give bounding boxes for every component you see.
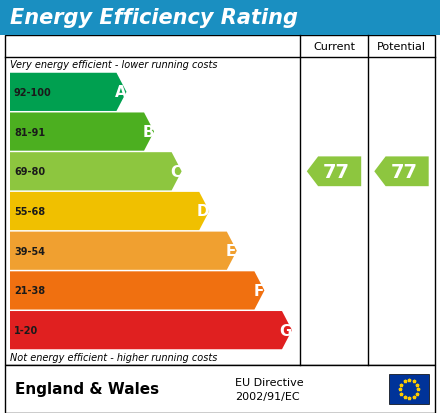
- Text: D: D: [197, 204, 209, 219]
- Polygon shape: [10, 153, 182, 191]
- Text: Very energy efficient - lower running costs: Very energy efficient - lower running co…: [10, 60, 217, 70]
- Text: 69-80: 69-80: [14, 167, 45, 177]
- Bar: [5, 365, 435, 413]
- Polygon shape: [374, 157, 429, 187]
- Text: 92-100: 92-100: [14, 88, 52, 97]
- Polygon shape: [10, 192, 209, 230]
- Bar: [389, 374, 429, 404]
- Text: 55-68: 55-68: [14, 206, 45, 216]
- Bar: [5, 36, 435, 365]
- Polygon shape: [10, 74, 126, 112]
- Text: 39-54: 39-54: [14, 246, 45, 256]
- Text: 77: 77: [390, 162, 417, 181]
- Text: 81-91: 81-91: [14, 127, 45, 137]
- Text: Not energy efficient - higher running costs: Not energy efficient - higher running co…: [10, 353, 217, 363]
- Polygon shape: [10, 232, 237, 270]
- Text: 21-38: 21-38: [14, 286, 45, 296]
- Polygon shape: [10, 311, 292, 349]
- Text: E: E: [226, 244, 236, 259]
- Polygon shape: [10, 113, 154, 151]
- Bar: [0, 0, 440, 36]
- Text: Energy Efficiency Rating: Energy Efficiency Rating: [10, 8, 298, 28]
- Text: Current: Current: [313, 42, 355, 52]
- Text: F: F: [253, 283, 264, 298]
- Text: Potential: Potential: [377, 42, 426, 52]
- Polygon shape: [10, 272, 264, 310]
- Text: 77: 77: [323, 162, 350, 181]
- Text: C: C: [170, 164, 181, 179]
- Text: 2002/91/EC: 2002/91/EC: [235, 391, 300, 401]
- Text: England & Wales: England & Wales: [15, 382, 159, 396]
- Text: 1-20: 1-20: [14, 325, 38, 335]
- Polygon shape: [307, 157, 361, 187]
- Text: EU Directive: EU Directive: [235, 377, 304, 387]
- Text: B: B: [142, 125, 154, 140]
- Text: A: A: [114, 85, 126, 100]
- Text: G: G: [280, 323, 292, 338]
